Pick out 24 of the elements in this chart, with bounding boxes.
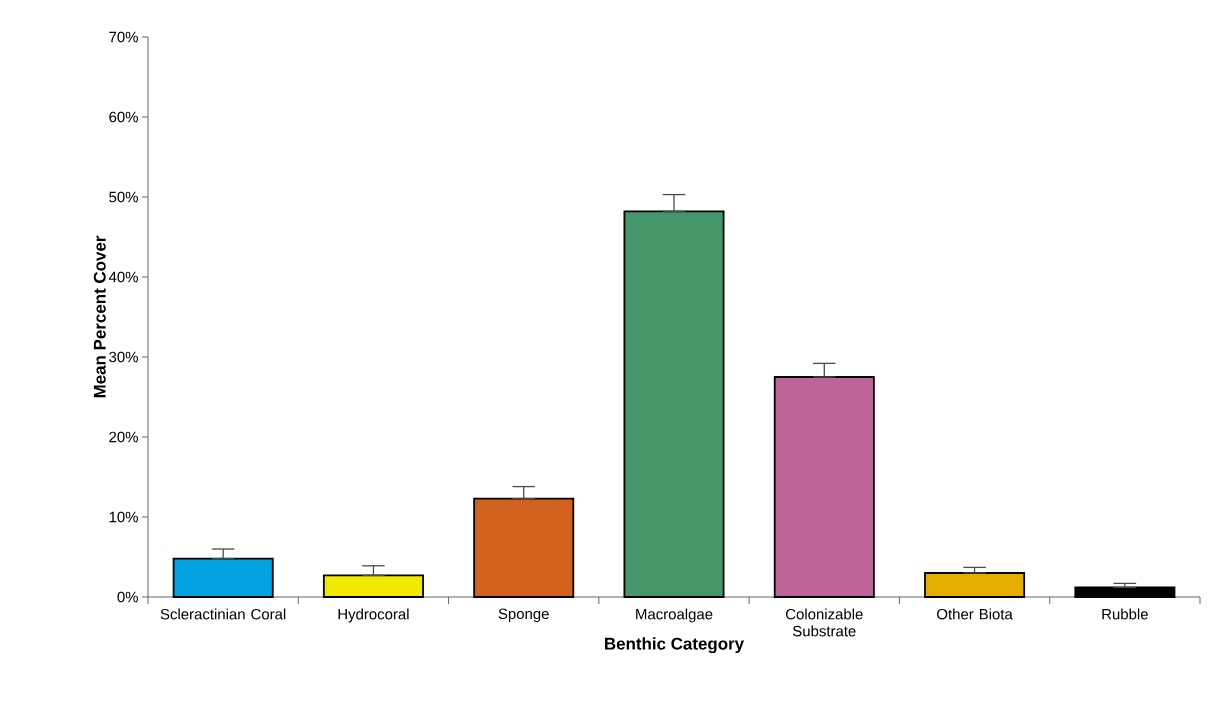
y-tick-label: 20% [109, 431, 138, 443]
x-tick-label: Other Biota [937, 608, 1013, 620]
x-tick-label: Macroalgae [636, 608, 713, 623]
y-tick-label: 30% [109, 351, 138, 363]
bar [924, 572, 1026, 598]
y-tick-label: 0% [117, 591, 138, 603]
x-tick-label: Rubble [1102, 608, 1148, 620]
y-tick-label: 70% [109, 31, 138, 43]
bar [1074, 586, 1176, 598]
bar [322, 574, 424, 598]
bar [773, 376, 875, 598]
x-tick-label: Scleractinian Coral [160, 608, 286, 620]
bar [172, 557, 274, 598]
y-tick-label: 50% [109, 191, 138, 203]
x-axis-title: Benthic Category [605, 637, 745, 654]
y-tick-label: 60% [109, 111, 138, 123]
x-tick-label: Sponge [498, 608, 549, 623]
bar [473, 497, 575, 598]
x-tick-label: Hydrocoral [338, 608, 409, 623]
y-tick-label: 40% [108, 271, 138, 283]
bar [623, 210, 725, 598]
x-tick-label: Colonizable Substrate [786, 608, 863, 637]
y-axis-title: Mean Percent Cover [93, 235, 106, 398]
y-tick-label: 10% [109, 511, 138, 523]
